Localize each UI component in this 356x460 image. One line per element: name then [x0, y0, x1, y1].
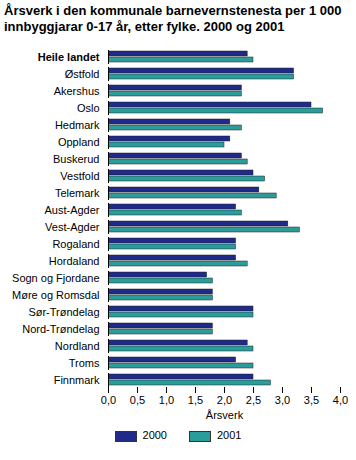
- svg-text:4,0: 4,0: [333, 394, 348, 406]
- svg-text:Troms: Troms: [69, 357, 100, 369]
- html-text:2001: 2001: [217, 429, 242, 441]
- svg-text:1,0: 1,0: [159, 394, 174, 406]
- svg-text:Møre og Romsdal: Møre og Romsdal: [12, 289, 99, 301]
- svg-text:Årsverk: Årsverk: [206, 409, 244, 421]
- svg-text:Oslo: Oslo: [77, 102, 100, 114]
- svg-text:Hedmark: Hedmark: [55, 119, 100, 131]
- svg-text:Buskerud: Buskerud: [53, 153, 99, 165]
- svg-text:Nord-Trøndelag: Nord-Trøndelag: [22, 323, 99, 335]
- svg-text:Oppland: Oppland: [58, 136, 100, 148]
- svg-text:0,0: 0,0: [101, 394, 116, 406]
- html-text:Årsverk i den kommunale barnev: Årsverk i den kommunale barnevernstenest…: [4, 3, 342, 34]
- svg-text:3,5: 3,5: [304, 394, 319, 406]
- svg-text:3,0: 3,0: [275, 394, 290, 406]
- svg-text:1,5: 1,5: [188, 394, 203, 406]
- html-text:2000: 2000: [142, 429, 167, 441]
- svg-text:Finnmark: Finnmark: [54, 374, 100, 386]
- svg-text:Aust-Agder: Aust-Agder: [44, 204, 99, 216]
- svg-text:Østfold: Østfold: [65, 68, 100, 80]
- svg-text:Nordland: Nordland: [55, 340, 100, 352]
- svg-text:Telemark: Telemark: [55, 187, 100, 199]
- svg-text:Akershus: Akershus: [54, 85, 100, 97]
- svg-text:Heile landet: Heile landet: [38, 51, 100, 63]
- svg-text:Sogn og Fjordane: Sogn og Fjordane: [12, 272, 99, 284]
- svg-text:Rogaland: Rogaland: [52, 238, 99, 250]
- svg-text:Hordaland: Hordaland: [49, 255, 100, 267]
- svg-text:0,5: 0,5: [130, 394, 145, 406]
- svg-text:2,5: 2,5: [246, 394, 261, 406]
- svg-text:2,0: 2,0: [217, 394, 232, 406]
- svg-text:Vest-Agder: Vest-Agder: [45, 221, 100, 233]
- svg-text:Sør-Trøndelag: Sør-Trøndelag: [28, 306, 99, 318]
- svg-text:Vestfold: Vestfold: [60, 170, 99, 182]
